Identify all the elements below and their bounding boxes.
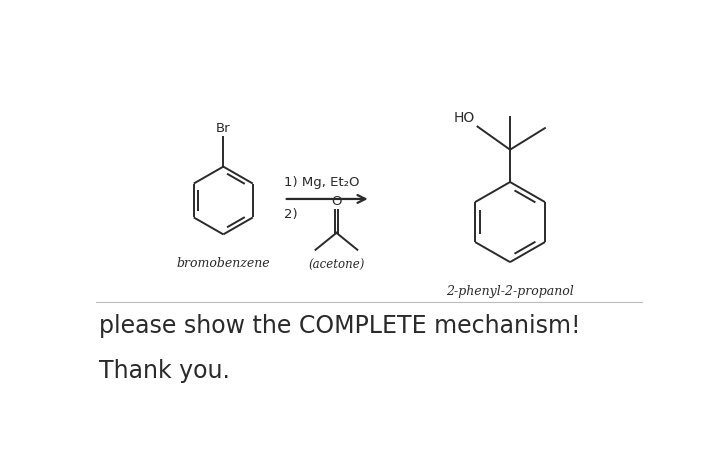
Text: HO: HO xyxy=(453,111,474,125)
Text: please show the COMPLETE mechanism!: please show the COMPLETE mechanism! xyxy=(99,313,581,337)
Text: bromobenzene: bromobenzene xyxy=(176,257,270,269)
Text: Thank you.: Thank you. xyxy=(99,358,230,382)
Text: Br: Br xyxy=(216,122,230,135)
Text: O: O xyxy=(331,194,342,207)
Text: 2-phenyl-2-propanol: 2-phenyl-2-propanol xyxy=(446,284,574,297)
Text: 2): 2) xyxy=(284,207,297,220)
Text: (acetone): (acetone) xyxy=(308,258,364,271)
Text: 1) Mg, Et₂O: 1) Mg, Et₂O xyxy=(284,176,359,189)
